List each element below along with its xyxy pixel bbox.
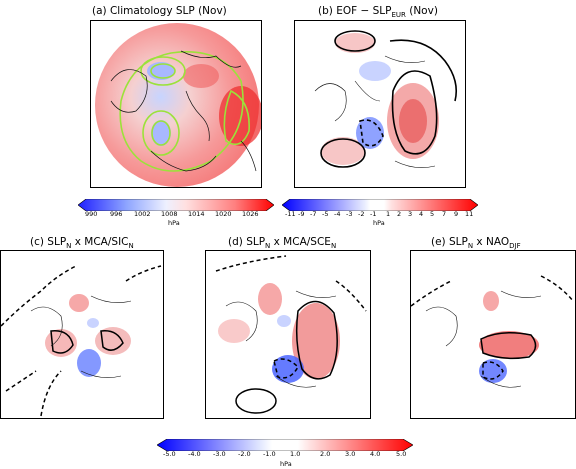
panel-a-title-text: (a) Climatology SLP (Nov) [92,5,227,17]
panel-b-title: (b) EOF − SLPEUR (Nov) [318,5,438,19]
colorbar-b-tick-6: -2 [358,210,365,218]
panel-c-svg [1,265,162,417]
panel-e-red-center [479,331,539,359]
panel-b-blue-top [359,61,391,81]
panel-d-blue [272,355,304,383]
panel-b-coastlines [314,55,436,168]
panel-d-contours [215,255,367,414]
panel-e-mid: x NAO [473,236,510,248]
colorbar-a-tick-2: 1002 [134,210,151,218]
panel-d-svg [215,255,367,414]
panel-b-svg [314,30,458,168]
colorbar-b-tick-2: -7 [310,210,317,218]
panel-b-red-top [335,33,375,53]
colorbar-a-tick-3: 1008 [161,210,178,218]
colorbar-bottom-tick-4: -1.0 [263,450,276,458]
panel-c-map [0,250,164,419]
panel-a-high-asia [219,86,261,146]
colorbar-b-tick-8: 1 [386,210,391,218]
panel-c-blue [77,349,101,377]
colorbar-b-tick-14: 9 [454,210,459,218]
panel-d-map [205,250,371,419]
panel-c-title: (c) SLPN x MCA/SICN [30,236,134,250]
panel-d-blue-small [277,315,291,327]
colorbar-b [281,196,479,212]
colorbar-b-tick-1: -9 [298,210,305,218]
panel-a-high-north [183,64,219,88]
colorbar-a-unit: hPa [168,219,180,227]
panel-b-contours [320,30,458,168]
panel-c-blue-small [87,318,99,328]
panel-a-coastlines [110,50,257,172]
colorbar-b-tick-0: -11 [285,210,296,218]
colorbar-bottom-tick-5: 1.0 [290,450,301,458]
panel-e-coastlines [425,290,542,388]
colorbar-b-tick-7: -1 [370,210,377,218]
panel-c-mid: x MCA/SIC [71,236,129,248]
panel-a-map [90,20,262,188]
panel-e-sub2: DJF [509,242,521,251]
panel-d-red-center [292,303,340,379]
panel-c-pre: (c) SLP [30,236,67,248]
panel-e-red-top [483,291,499,311]
panel-d-red-top [258,283,282,315]
panel-a-low-atlantic [151,120,171,146]
colorbar-b-tick-10: 3 [408,210,413,218]
panel-c-contours [1,265,162,417]
panel-a-field [95,23,259,187]
colorbar-bottom [156,436,414,452]
colorbar-a-tick-1: 996 [110,210,123,218]
colorbar-b-tick-12: 5 [430,210,435,218]
colorbar-bottom-tick-6: 2.0 [320,450,331,458]
colorbar-bottom-tick-8: 4.0 [370,450,381,458]
colorbar-bottom-tick-2: -3.0 [213,450,226,458]
colorbar-a-tick-0: 990 [85,210,98,218]
panel-c-sub1: N [66,242,72,251]
colorbar-b-tick-4: -4 [334,210,341,218]
panel-a-svg [95,23,261,187]
colorbar-b-tick-9: 2 [397,210,402,218]
panel-c-sub2: N [128,242,134,251]
colorbar-bottom-tick-3: -2.0 [238,450,251,458]
panel-b-red-bottom [321,137,365,165]
colorbar-b-unit: hPa [373,219,385,227]
colorbar-b-tick-5: -3 [346,210,353,218]
panel-d-sub1: N [265,242,271,251]
panel-d-title: (d) SLPN x MCA/SCEN [228,236,336,250]
colorbar-a-tick-6: 1026 [242,210,259,218]
panel-e-sub1: N [467,242,474,251]
panel-d-mid: x MCA/SCE [270,236,331,248]
colorbar-a-tick-4: 1014 [188,210,205,218]
panel-e-blue [479,359,507,383]
colorbar-b-tick-11: 4 [419,210,424,218]
panel-e-map [410,250,576,419]
panel-b-title-tail: (Nov) [405,5,438,17]
panel-e-title: (e) SLPN x NAODJF [431,236,521,250]
colorbar-bottom-tick-1: -4.0 [188,450,201,458]
colorbar-a [77,196,275,212]
panel-b-map [294,20,466,188]
panel-b-red-core [399,99,427,143]
panel-d-pre: (d) SLP [228,236,266,248]
panel-a-green-contours [119,51,250,172]
colorbar-b-tick-3: -5 [322,210,329,218]
colorbar-b-tick-15: 11 [465,210,474,218]
panel-a-title: (a) Climatology SLP (Nov) [92,5,227,17]
panel-e-contours [411,275,574,380]
panel-d-coastlines [225,290,337,388]
panel-b-title-sub: EUR [391,11,406,20]
panel-b-title-main: (b) EOF − SLP [318,5,392,17]
colorbar-bottom-tick-0: -5.0 [163,450,176,458]
panel-d-red-left [218,319,250,343]
panel-c-coastlines [30,295,132,378]
panel-e-pre: (e) SLP [431,236,468,248]
panel-e-svg [411,275,574,388]
panel-c-red-top [69,294,89,312]
colorbar-b-tick-13: 7 [442,210,447,218]
panel-d-sub2: N [330,242,337,251]
colorbar-bottom-tick-9: 5.0 [396,450,407,458]
colorbar-a-tick-5: 1020 [215,210,232,218]
colorbar-bottom-tick-7: 3.0 [345,450,356,458]
colorbar-bottom-unit: hPa [280,460,292,468]
